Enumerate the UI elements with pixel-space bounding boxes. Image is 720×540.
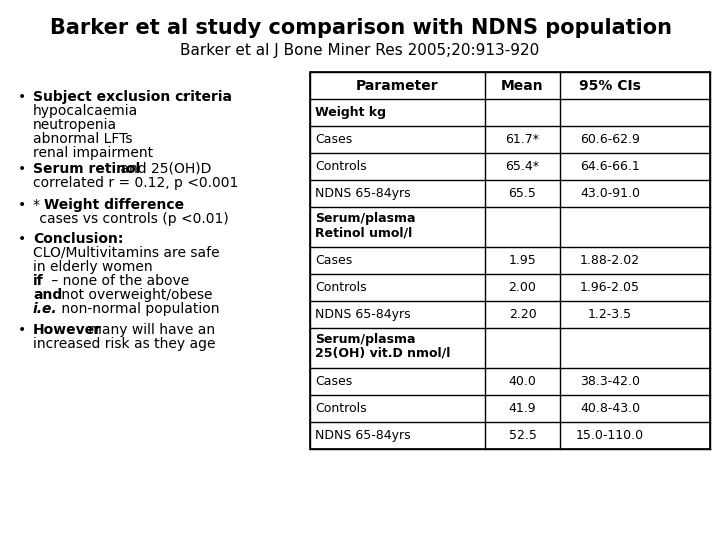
Text: •: • [18, 90, 26, 104]
Text: 2.00: 2.00 [508, 281, 536, 294]
Text: Serum/plasma: Serum/plasma [315, 212, 415, 225]
Text: CLO/Multivitamins are safe: CLO/Multivitamins are safe [33, 246, 220, 260]
Text: Controls: Controls [315, 281, 366, 294]
Text: hypocalcaemia: hypocalcaemia [33, 104, 138, 118]
Text: Serum retinol: Serum retinol [33, 162, 140, 176]
Text: •: • [18, 162, 26, 176]
Text: Controls: Controls [315, 160, 366, 173]
Text: •: • [18, 323, 26, 337]
Text: 95% CIs: 95% CIs [579, 78, 641, 92]
Text: Cases: Cases [315, 254, 352, 267]
Text: Mean: Mean [501, 78, 544, 92]
Text: cases vs controls (p <0.01): cases vs controls (p <0.01) [35, 212, 229, 226]
Text: many will have an: many will have an [84, 323, 215, 337]
Text: 1.96-2.05: 1.96-2.05 [580, 281, 640, 294]
Text: 65.4*: 65.4* [505, 160, 539, 173]
Text: and 25(OH)D: and 25(OH)D [116, 162, 212, 176]
Text: – none of the above: – none of the above [47, 274, 189, 288]
Bar [310, 72, 710, 449]
Text: i.e.: i.e. [33, 302, 58, 316]
Text: in elderly women: in elderly women [33, 260, 153, 274]
Text: 1.88-2.02: 1.88-2.02 [580, 254, 640, 267]
Text: increased risk as they age: increased risk as they age [33, 337, 215, 351]
Text: 43.0-91.0: 43.0-91.0 [580, 187, 640, 200]
Text: 1.95: 1.95 [508, 254, 536, 267]
Text: 65.5: 65.5 [508, 187, 536, 200]
Text: 1.2-3.5: 1.2-3.5 [588, 308, 632, 321]
Text: NDNS 65-84yrs: NDNS 65-84yrs [315, 187, 410, 200]
Text: 2.20: 2.20 [508, 308, 536, 321]
Text: 38.3-42.0: 38.3-42.0 [580, 375, 640, 388]
Text: renal impairment: renal impairment [33, 146, 153, 160]
Text: and: and [33, 288, 62, 302]
Text: Cases: Cases [315, 133, 352, 146]
Text: 60.6-62.9: 60.6-62.9 [580, 133, 640, 146]
Text: Barker et al J Bone Miner Res 2005;20:913-920: Barker et al J Bone Miner Res 2005;20:91… [181, 43, 539, 57]
Text: Weight difference: Weight difference [44, 198, 184, 212]
Text: :: : [181, 90, 186, 104]
Text: Controls: Controls [315, 402, 366, 415]
Text: Parameter: Parameter [356, 78, 438, 92]
Text: 61.7*: 61.7* [505, 133, 539, 146]
Text: Retinol umol/l: Retinol umol/l [315, 226, 413, 239]
Text: 40.8-43.0: 40.8-43.0 [580, 402, 640, 415]
Text: Barker et al study comparison with NDNS population: Barker et al study comparison with NDNS … [50, 18, 672, 38]
Text: 25(OH) vit.D nmol/l: 25(OH) vit.D nmol/l [315, 347, 451, 360]
Text: abnormal LFTs: abnormal LFTs [33, 132, 132, 146]
Text: 15.0-110.0: 15.0-110.0 [576, 429, 644, 442]
Text: *: * [33, 198, 45, 212]
Text: Conclusion:: Conclusion: [33, 232, 123, 246]
Text: Serum/plasma: Serum/plasma [315, 333, 415, 346]
Text: 40.0: 40.0 [508, 375, 536, 388]
Text: neutropenia: neutropenia [33, 118, 117, 132]
Text: NDNS 65-84yrs: NDNS 65-84yrs [315, 308, 410, 321]
Text: Subject exclusion criteria: Subject exclusion criteria [33, 90, 232, 104]
Text: 52.5: 52.5 [508, 429, 536, 442]
Text: However: However [33, 323, 102, 337]
Text: •: • [18, 198, 26, 212]
Text: NDNS 65-84yrs: NDNS 65-84yrs [315, 429, 410, 442]
Text: 64.6-66.1: 64.6-66.1 [580, 160, 640, 173]
Text: not overweight/obese: not overweight/obese [57, 288, 212, 302]
Text: Weight kg: Weight kg [315, 106, 386, 119]
Text: Cases: Cases [315, 375, 352, 388]
Text: 41.9: 41.9 [509, 402, 536, 415]
Text: •: • [18, 232, 26, 246]
Text: non-normal population: non-normal population [57, 302, 220, 316]
Text: if: if [33, 274, 44, 288]
Text: correlated r = 0.12, p <0.001: correlated r = 0.12, p <0.001 [33, 176, 238, 190]
